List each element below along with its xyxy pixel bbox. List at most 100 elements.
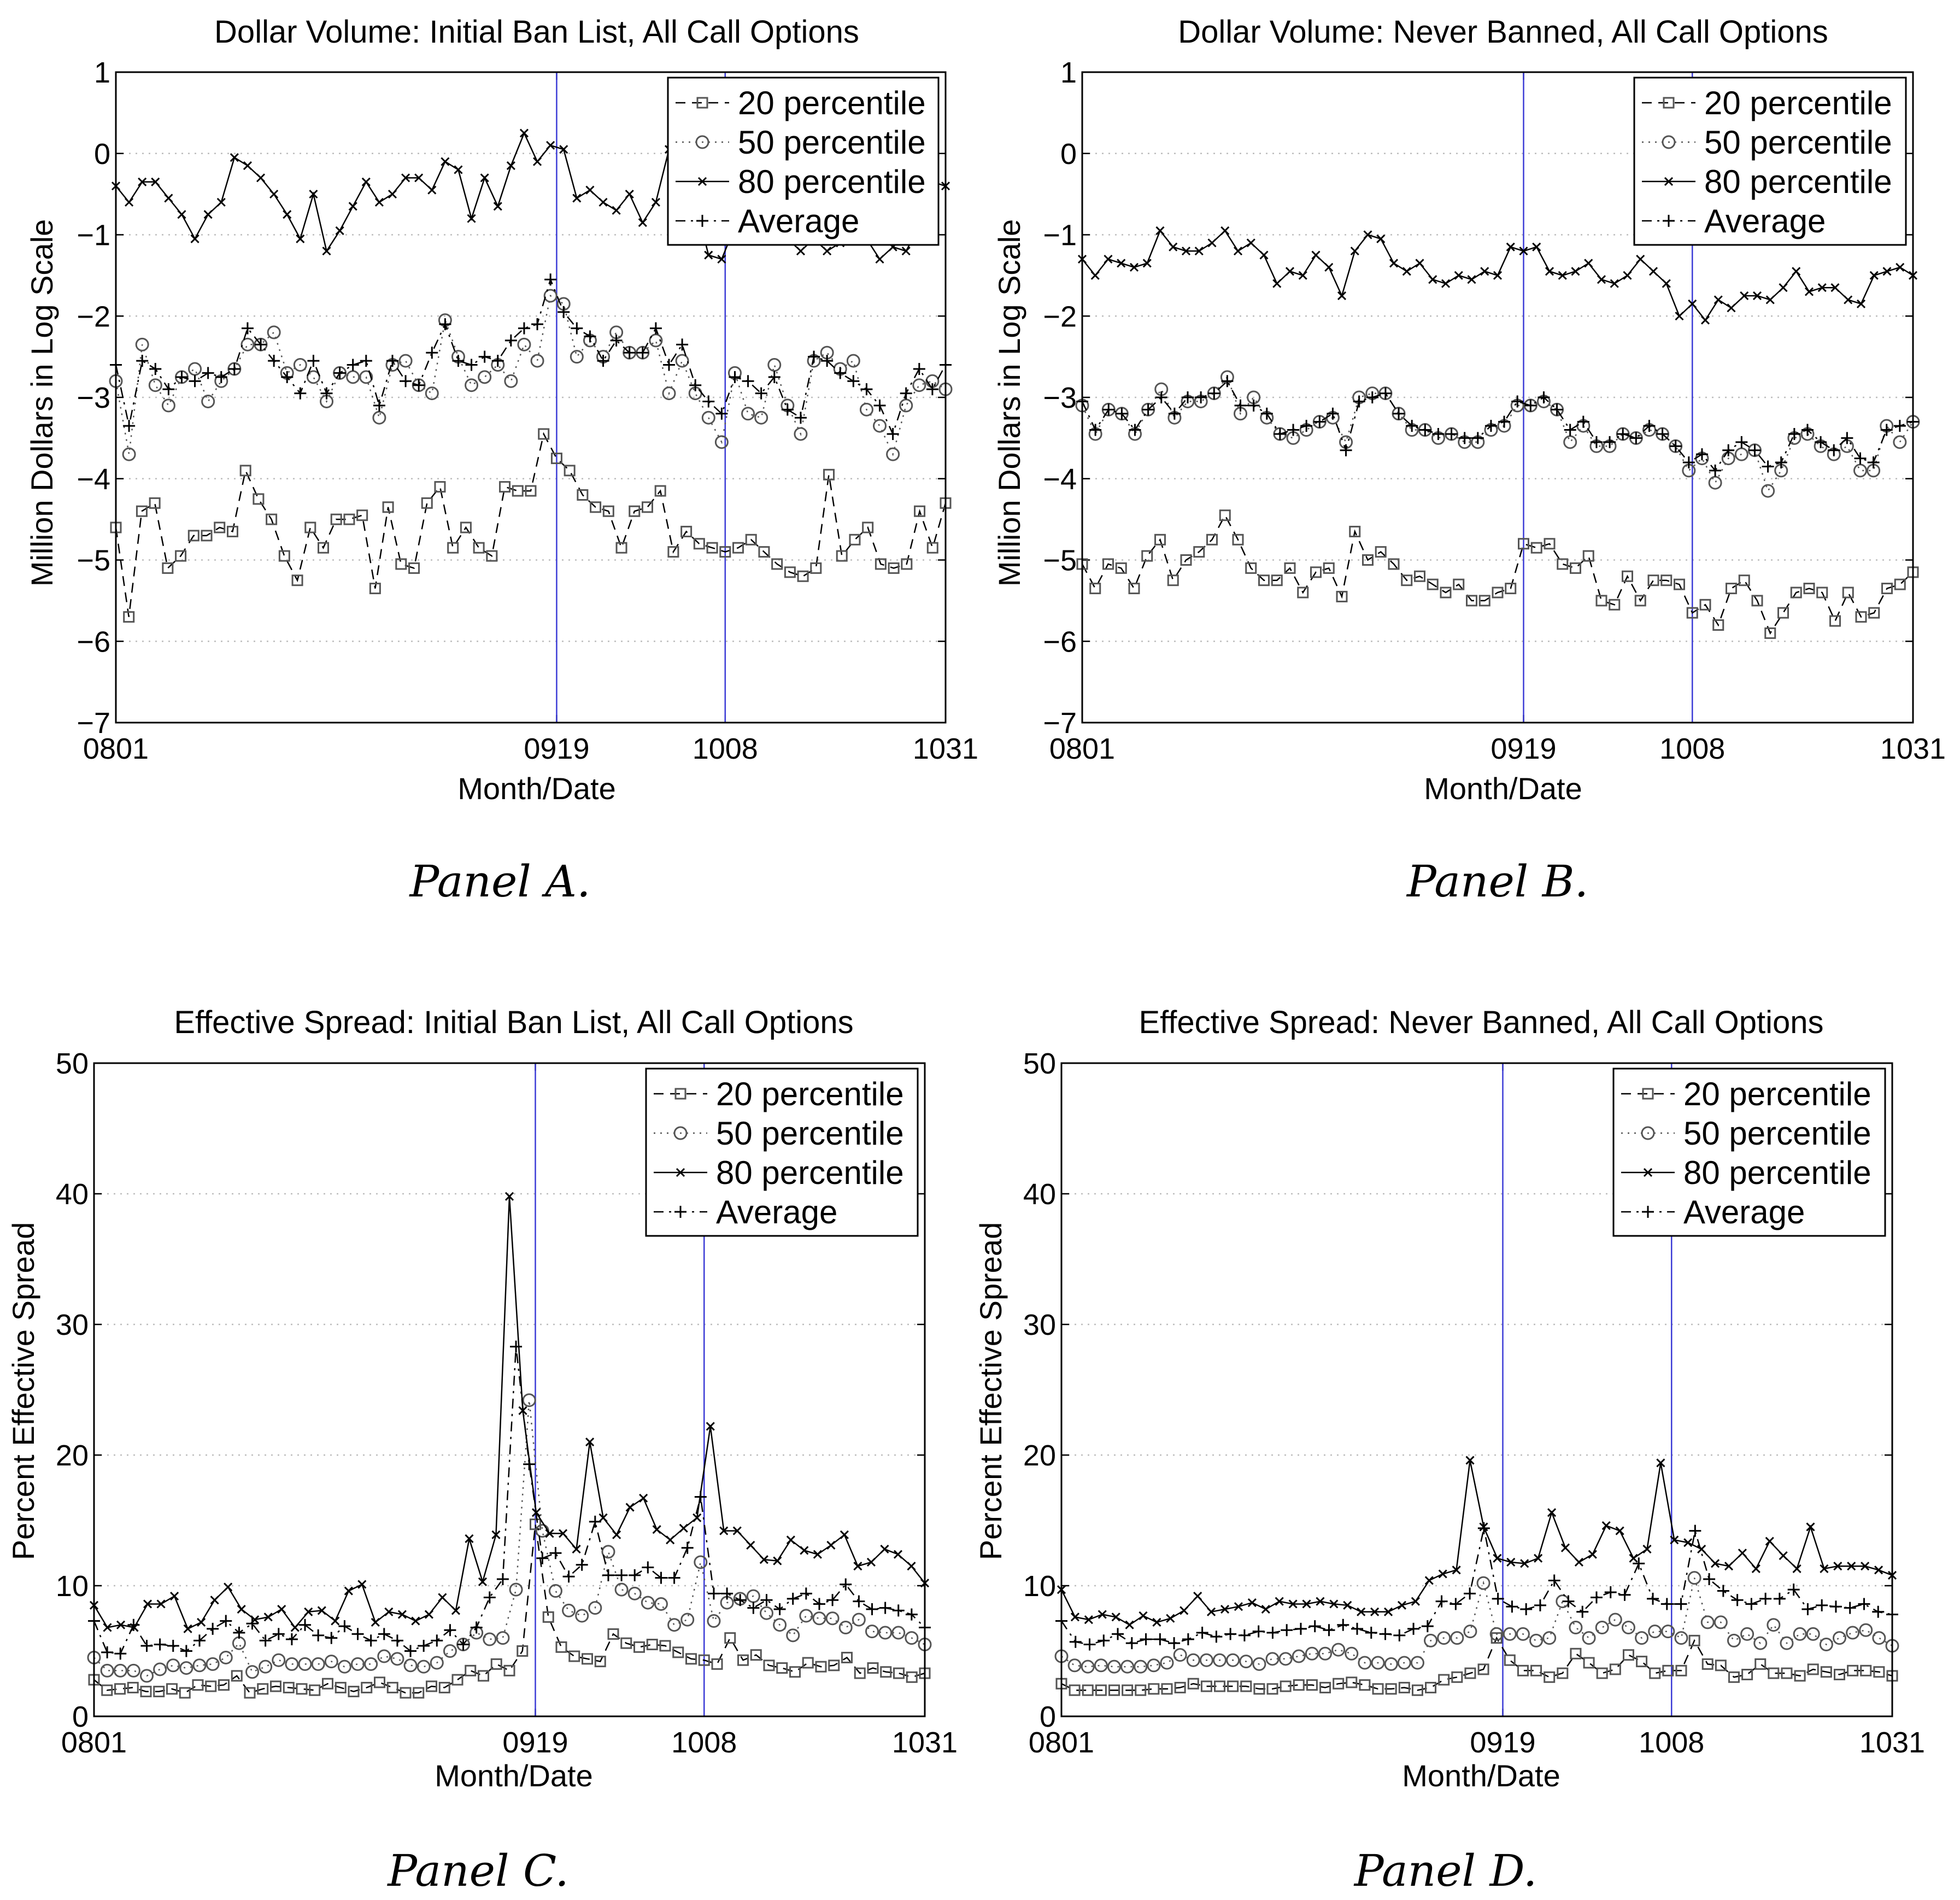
- data-point: [230, 153, 239, 162]
- series-line: [1061, 1636, 1893, 1691]
- data-point: [555, 1641, 567, 1653]
- y-tick-label: 0: [1060, 138, 1077, 171]
- data-point: [192, 1679, 204, 1691]
- y-tick-label: 50: [1023, 1047, 1056, 1080]
- data-point: [1622, 570, 1633, 582]
- panel-c-caption: Panel C.: [386, 1845, 569, 1896]
- data-point: [1829, 1600, 1842, 1613]
- data-point: [880, 1545, 889, 1554]
- series-80-percentile: [89, 1192, 930, 1633]
- data-point: [1738, 574, 1750, 587]
- data-point: [1104, 255, 1113, 264]
- data-point: [789, 1666, 801, 1678]
- data-point: [1530, 1664, 1542, 1676]
- data-point: [371, 1617, 380, 1627]
- data-point: [1233, 247, 1243, 256]
- data-point: [1656, 427, 1669, 440]
- data-point: [815, 1661, 827, 1673]
- data-point: [127, 1681, 139, 1693]
- data-point: [377, 1649, 391, 1663]
- data-point: [1260, 407, 1273, 420]
- data-point: [602, 1569, 614, 1581]
- data-point: [562, 1570, 575, 1583]
- data-point: [1872, 1631, 1886, 1645]
- y-tick-label: −6: [1043, 625, 1077, 658]
- data-point: [431, 1634, 443, 1647]
- panel-d-title: Effective Spread: Never Banned, All Call…: [1139, 1005, 1823, 1040]
- data-point: [1371, 1656, 1385, 1670]
- data-point: [175, 371, 188, 383]
- data-point: [231, 1670, 243, 1682]
- data-point: [1427, 578, 1439, 590]
- data-point: [1168, 1637, 1181, 1650]
- data-point: [1454, 271, 1463, 280]
- x-tick-label: 0801: [1049, 732, 1115, 765]
- data-point: [1161, 1683, 1173, 1695]
- data-point: [794, 412, 807, 424]
- data-point: [1349, 525, 1361, 537]
- series-50-percentile: [87, 1393, 932, 1683]
- legend-label: 50 percentile: [738, 124, 926, 161]
- data-point: [1397, 1600, 1407, 1610]
- data-point: [1111, 1612, 1120, 1622]
- data-point: [860, 383, 873, 396]
- y-tick-label: 0: [72, 1700, 89, 1733]
- data-point: [1595, 1620, 1609, 1634]
- data-point: [267, 325, 281, 339]
- data-point: [672, 1646, 684, 1658]
- data-point: [496, 1631, 510, 1645]
- data-point: [1141, 550, 1153, 562]
- data-point: [589, 1515, 601, 1528]
- data-point: [346, 370, 360, 384]
- y-tick-label: 30: [1023, 1309, 1056, 1341]
- data-point: [214, 521, 226, 533]
- data-point: [1266, 1683, 1278, 1695]
- data-point: [1577, 415, 1589, 428]
- data-point: [679, 1523, 688, 1533]
- data-point: [1534, 1599, 1546, 1611]
- data-point: [1265, 1652, 1280, 1666]
- data-point: [382, 501, 394, 513]
- data-point: [1833, 1669, 1845, 1681]
- data-point: [255, 338, 267, 351]
- x-tick-label: 0801: [83, 732, 149, 765]
- data-point: [317, 1606, 326, 1615]
- data-point: [1186, 1653, 1200, 1667]
- data-point: [278, 550, 290, 562]
- data-point: [1751, 1564, 1761, 1573]
- data-point: [1471, 432, 1484, 444]
- data-point: [926, 383, 938, 396]
- data-point: [1323, 562, 1335, 574]
- data-point: [1122, 1684, 1134, 1696]
- data-point: [1467, 275, 1476, 284]
- data-point: [651, 197, 660, 207]
- data-point: [525, 485, 537, 497]
- data-point: [1695, 448, 1708, 461]
- data-point: [584, 330, 596, 343]
- data-point: [1506, 1600, 1518, 1613]
- data-point: [662, 386, 676, 401]
- data-point: [1753, 1636, 1768, 1650]
- data-point: [615, 542, 627, 554]
- data-point: [1761, 484, 1775, 498]
- x-tick-label: 0801: [61, 1726, 127, 1759]
- data-point: [175, 550, 187, 562]
- data-point: [1636, 1656, 1648, 1668]
- data-point: [787, 1592, 799, 1605]
- data-point: [721, 1587, 733, 1600]
- data-point: [398, 354, 413, 368]
- data-point: [1727, 1633, 1741, 1647]
- data-point: [1476, 1576, 1490, 1590]
- data-point: [1206, 533, 1218, 546]
- data-point: [201, 394, 215, 408]
- data-point: [1576, 1605, 1589, 1618]
- data-point: [1285, 267, 1295, 276]
- data-point: [572, 1545, 581, 1554]
- data-point: [652, 1525, 661, 1534]
- data-point: [113, 1663, 127, 1678]
- y-tick-label: −2: [77, 300, 110, 333]
- data-point: [1583, 1657, 1595, 1669]
- data-point: [899, 398, 913, 413]
- data-point: [138, 177, 147, 186]
